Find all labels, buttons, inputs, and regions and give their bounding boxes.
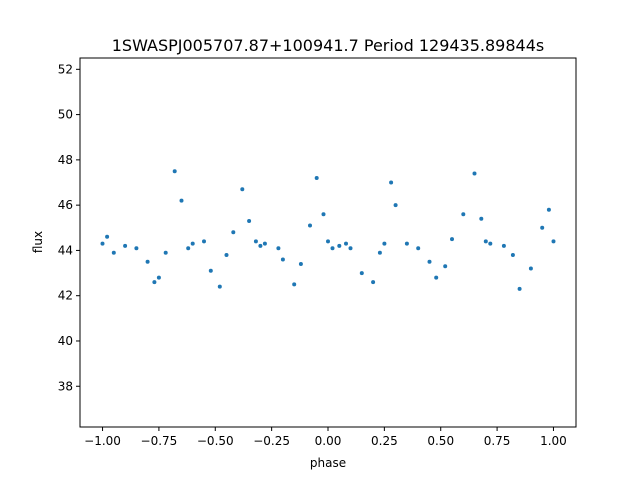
x-tick-label: 0.00: [315, 434, 342, 448]
y-tick-label: 44: [58, 243, 73, 257]
y-tick-label: 50: [58, 108, 73, 122]
data-point: [247, 219, 252, 223]
data-point: [546, 207, 551, 212]
data-point: [298, 262, 303, 266]
data-point: [528, 266, 533, 271]
data-point: [152, 280, 157, 285]
data-point: [427, 259, 432, 264]
data-point: [344, 241, 348, 246]
x-tick-label: −1.00: [84, 434, 121, 448]
x-axis-ticks: −1.00 −0.75 −0.50 −0.25 0.00 0.25 0.50 0.75 1.00: [84, 427, 567, 448]
x-tick-label: −0.25: [253, 434, 290, 448]
data-point: [377, 250, 382, 255]
data-point: [262, 241, 267, 246]
data-point: [461, 212, 466, 217]
data-point: [393, 203, 398, 208]
data-point: [330, 246, 335, 251]
data-point: [190, 241, 195, 246]
data-point: [280, 257, 285, 262]
data-point: [382, 241, 387, 246]
data-points: [100, 169, 556, 291]
data-point: [156, 275, 161, 280]
data-point: [510, 253, 515, 257]
data-point: [404, 241, 409, 246]
chart-title: 1SWASPJ005707.87+100941.7 Period 129435.…: [112, 36, 544, 55]
data-point: [292, 282, 297, 287]
data-point: [258, 243, 263, 248]
data-point: [105, 234, 110, 239]
data-point: [326, 239, 330, 244]
y-tick-label: 52: [58, 62, 73, 76]
data-point: [389, 180, 394, 185]
data-point: [540, 225, 545, 230]
y-tick-label: 38: [58, 379, 73, 393]
data-point: [488, 241, 493, 246]
data-point: [308, 223, 312, 228]
data-point: [208, 268, 213, 273]
x-tick-label: 0.50: [427, 434, 454, 448]
data-point: [551, 239, 556, 244]
y-tick-label: 40: [58, 334, 73, 348]
data-point: [517, 286, 522, 291]
data-point: [483, 239, 488, 244]
data-point: [253, 239, 258, 244]
data-point: [276, 246, 281, 251]
data-point: [179, 198, 184, 203]
data-point: [434, 275, 439, 280]
x-tick-label: 0.75: [484, 434, 511, 448]
data-point: [134, 246, 139, 251]
y-tick-label: 48: [58, 153, 73, 167]
data-point: [123, 243, 128, 248]
data-point: [224, 253, 229, 257]
data-point: [240, 187, 245, 192]
data-point: [337, 243, 342, 248]
data-point: [371, 280, 376, 285]
data-point: [348, 246, 353, 251]
data-point: [479, 216, 484, 221]
data-point: [100, 241, 105, 246]
data-point: [321, 212, 326, 217]
data-point: [163, 250, 168, 255]
x-tick-label: −0.75: [141, 434, 178, 448]
data-point: [359, 271, 364, 276]
data-point: [172, 169, 177, 174]
data-point: [472, 171, 477, 176]
data-point: [416, 246, 421, 251]
x-tick-label: −0.50: [197, 434, 234, 448]
data-point: [450, 237, 454, 242]
data-point: [186, 246, 191, 251]
data-point: [501, 243, 506, 248]
data-point: [231, 230, 236, 235]
data-point: [314, 176, 319, 180]
data-point: [111, 250, 116, 255]
y-axis-ticks: 38 40 42 44 46 48 50 52: [58, 62, 80, 393]
data-point: [443, 264, 448, 269]
data-point: [145, 259, 150, 264]
y-axis-label: flux: [31, 231, 45, 253]
x-axis-label: phase: [310, 456, 346, 470]
y-tick-label: 42: [58, 289, 73, 303]
data-point: [217, 284, 222, 289]
y-tick-label: 46: [58, 198, 73, 212]
x-tick-label: 0.25: [371, 434, 398, 448]
data-point: [202, 239, 206, 244]
x-tick-label: 1.00: [540, 434, 567, 448]
